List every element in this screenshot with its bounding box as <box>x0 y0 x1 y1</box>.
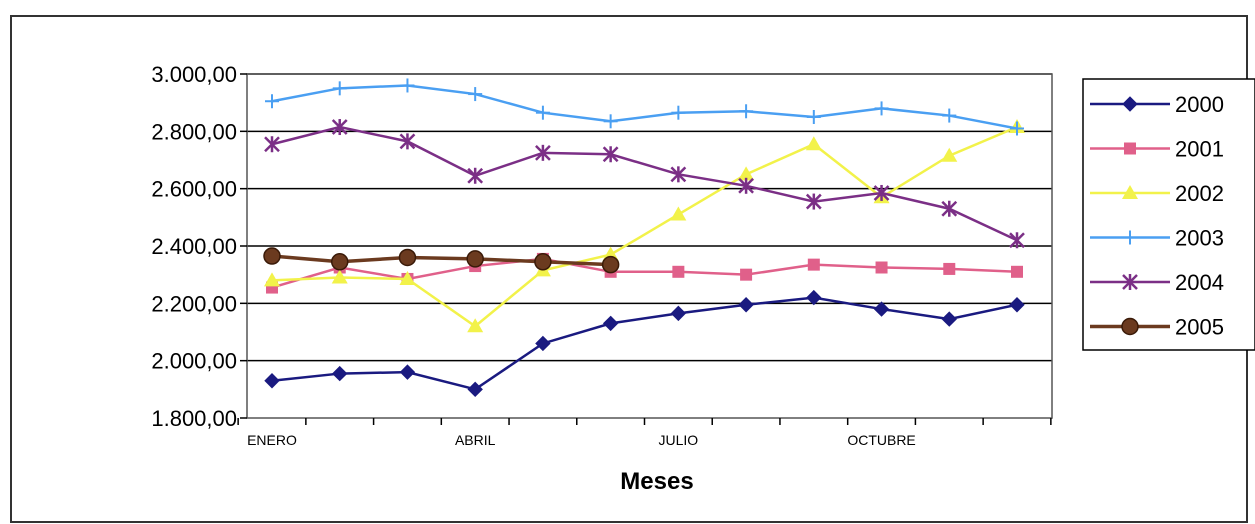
data-point-2001 <box>672 265 685 278</box>
x-axis-label: Meses <box>620 468 693 495</box>
data-point-2004 <box>1009 232 1025 249</box>
series-line-2001 <box>271 257 1018 289</box>
data-point-2001 <box>740 268 753 281</box>
data-point-2000 <box>332 365 348 382</box>
data-point-2000 <box>873 301 890 317</box>
data-point-2004 <box>873 184 890 201</box>
data-point-2004 <box>941 200 958 217</box>
series-line-2003 <box>271 84 1018 130</box>
data-point-2005 <box>398 248 417 267</box>
data-point-2005 <box>263 247 281 265</box>
data-point-2003 <box>1010 121 1024 136</box>
data-point-2004 <box>602 146 619 163</box>
y-tick-label: 1.800,00 <box>151 406 237 431</box>
data-point-2000 <box>399 364 416 380</box>
data-point-2000 <box>467 381 483 398</box>
series-2005 <box>263 247 620 274</box>
y-axis: 3.000,00 2.800,00 2.600,00 2.400,00 2.200,00… <box>151 62 247 431</box>
series-line-2002 <box>271 125 1018 328</box>
data-point-2000 <box>941 311 957 327</box>
legend-marker-2001 <box>1124 142 1136 155</box>
data-point-2004 <box>399 133 416 150</box>
data-point-2001 <box>943 262 956 275</box>
data-point-2004 <box>670 166 687 183</box>
legend-label-2001: 2001 <box>1175 137 1224 162</box>
legend-marker-2003 <box>1123 230 1137 245</box>
data-point-2005 <box>601 255 620 274</box>
data-point-2000 <box>535 335 551 352</box>
y-tick-label: 2.600,00 <box>151 177 237 202</box>
data-point-2001 <box>807 258 820 271</box>
data-point-2004 <box>467 167 484 184</box>
series-line-2004 <box>271 125 1018 242</box>
data-point-2003 <box>535 105 550 120</box>
legend-label-2002: 2002 <box>1175 181 1224 206</box>
data-point-2002 <box>399 270 416 285</box>
series-line-2000 <box>271 296 1018 391</box>
data-point-2002 <box>467 318 484 333</box>
data-point-2000 <box>738 297 754 313</box>
data-point-2002 <box>805 136 822 151</box>
legend-marker-2002 <box>1122 185 1138 199</box>
y-tick-label: 3.000,00 <box>151 62 237 87</box>
data-point-2000 <box>670 305 687 322</box>
data-point-2000 <box>264 373 280 389</box>
data-point-2002 <box>738 166 755 181</box>
series-line-2005 <box>271 254 611 267</box>
data-point-2005 <box>466 250 484 268</box>
legend-box <box>1082 78 1255 351</box>
series-layer <box>263 78 1025 398</box>
data-point-2004 <box>738 177 754 194</box>
data-point-2003 <box>942 108 957 123</box>
x-tick-label: JULIO <box>659 432 699 448</box>
data-point-2003 <box>671 105 686 120</box>
data-point-2002 <box>941 147 958 162</box>
outer-frame <box>10 15 1248 523</box>
legend-marker-2004 <box>1122 274 1138 290</box>
data-point-2003 <box>265 94 279 109</box>
x-tick-label: ABRIL <box>455 432 496 448</box>
data-point-2005 <box>330 253 349 271</box>
data-point-2002 <box>331 269 348 284</box>
x-tick-label: ENERO <box>247 432 297 448</box>
data-point-2004 <box>264 136 280 153</box>
legend-marker-2005 <box>1121 317 1139 336</box>
y-tick-label: 2.800,00 <box>151 119 237 144</box>
x-tick-label: OCTUBRE <box>847 432 915 448</box>
y-tick-label: 2.400,00 <box>151 234 237 259</box>
series-2004 <box>264 119 1025 249</box>
legend-label-2004: 2004 <box>1175 270 1224 295</box>
data-point-2000 <box>806 289 822 306</box>
series-2000 <box>264 289 1025 398</box>
data-point-2005 <box>534 253 552 271</box>
data-point-2001 <box>1011 265 1023 278</box>
data-point-2004 <box>535 144 551 161</box>
data-point-2003 <box>332 81 347 96</box>
legend-label-2005: 2005 <box>1175 315 1224 340</box>
data-point-2003 <box>603 114 618 129</box>
legend: 2000 2001 2002 2003 2004 2005 <box>1082 78 1255 351</box>
data-point-2002 <box>264 272 280 287</box>
data-point-2003 <box>739 104 754 119</box>
data-point-2003 <box>400 78 415 93</box>
legend-marker-2000 <box>1122 96 1138 112</box>
y-tick-label: 2.200,00 <box>151 291 237 316</box>
series-2003 <box>265 78 1024 136</box>
y-tick-label: 2.000,00 <box>151 349 237 374</box>
legend-label-2003: 2003 <box>1175 226 1224 251</box>
x-axis: ENERO ABRIL JULIO OCTUBRE <box>237 418 1052 448</box>
data-point-2004 <box>805 193 822 210</box>
data-point-2002 <box>670 206 687 221</box>
data-point-2000 <box>602 315 619 332</box>
data-point-2003 <box>468 87 483 102</box>
data-point-2003 <box>874 101 889 116</box>
legend-label-2000: 2000 <box>1175 92 1224 117</box>
data-point-2000 <box>1009 297 1025 313</box>
data-point-2003 <box>806 110 821 124</box>
data-point-2001 <box>875 261 888 274</box>
data-point-2004 <box>331 119 348 136</box>
